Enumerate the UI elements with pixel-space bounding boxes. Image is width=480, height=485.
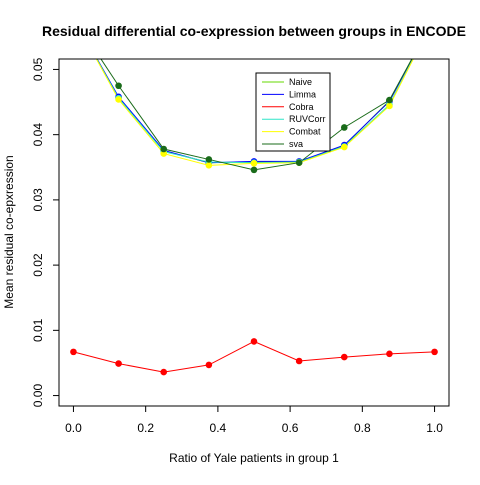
data-point-cobra <box>70 348 77 356</box>
x-tick-label: 0.2 <box>137 421 154 435</box>
legend-label-limma: Limma <box>289 89 316 99</box>
plot-frame <box>58 58 450 407</box>
data-point-cobra <box>205 361 213 369</box>
data-point-sva <box>160 145 168 153</box>
data-point-sva <box>340 124 348 131</box>
x-tick-label: 1.0 <box>426 421 443 435</box>
chart-title: Residual differential co-expression betw… <box>42 23 466 39</box>
data-point-sva <box>115 82 122 90</box>
data-point-cobra <box>340 353 348 361</box>
legend-label-combat: Combat <box>289 127 321 137</box>
y-axis-label: Mean residual co-epxression <box>2 155 16 308</box>
data-point-cobra <box>386 350 393 358</box>
data-point-sva <box>295 159 303 167</box>
y-tick-label: 0.00 <box>31 384 45 408</box>
y-tick-label: 0.04 <box>31 123 45 147</box>
data-point-cobra <box>431 348 438 356</box>
data-point-cobra <box>115 360 122 367</box>
y-tick-label: 0.01 <box>31 318 45 342</box>
legend: Naive Limma Cobra RUVCorr Combat sva <box>255 72 331 152</box>
y-tick-label: 0.02 <box>31 253 45 277</box>
data-point-combat <box>386 102 393 110</box>
data-point-sva <box>386 96 393 104</box>
data-point-combat <box>115 96 122 103</box>
legend-label-ruvcorr: RUVCorr <box>289 114 326 124</box>
y-tick-label: 0.03 <box>31 188 45 212</box>
data-point-combat <box>205 162 213 169</box>
y-axis: 0.00 0.01 0.02 0.03 0.04 0.05 <box>31 57 59 407</box>
legend-label-naive: Naive <box>289 77 312 87</box>
legend-label-sva: sva <box>289 139 303 149</box>
x-axis-label: Ratio of Yale patients in group 1 <box>169 451 339 465</box>
x-tick-label: 0.4 <box>210 421 227 435</box>
x-axis: 0.0 0.2 0.4 0.6 0.8 1.0 <box>65 406 443 435</box>
data-point-cobra <box>250 338 258 345</box>
x-tick-label: 0.6 <box>282 421 299 435</box>
data-point-cobra <box>160 368 168 376</box>
data-point-cobra <box>295 357 303 365</box>
data-point-combat <box>340 143 348 151</box>
x-tick-label: 0.8 <box>354 421 371 435</box>
legend-box <box>255 72 331 152</box>
data-point-combat <box>250 160 258 167</box>
x-tick-label: 0.0 <box>65 421 82 435</box>
data-point-sva <box>250 166 258 174</box>
plot-series <box>70 59 438 376</box>
legend-label-cobra: Cobra <box>289 102 314 112</box>
data-point-combat <box>160 150 168 157</box>
data-point-sva <box>205 156 213 163</box>
y-tick-label: 0.05 <box>31 57 45 81</box>
